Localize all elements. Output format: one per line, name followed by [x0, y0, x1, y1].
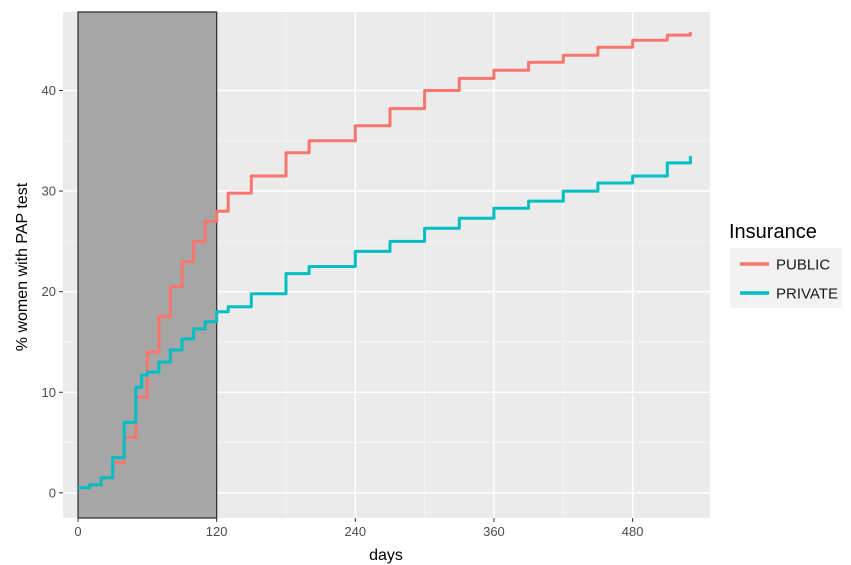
legend: Insurance PUBLIC PRIVATE [729, 221, 842, 308]
series-line-public [78, 32, 692, 490]
x-tick-label: 120 [206, 524, 228, 539]
series-line-private [78, 155, 692, 490]
legend-key-background [730, 248, 842, 308]
y-tick-label: 20 [42, 284, 56, 299]
legend-title: Insurance [729, 221, 817, 243]
legend-label-public: PUBLIC [776, 257, 830, 274]
x-axis-ticks: 0 120 240 360 480 [74, 518, 643, 539]
y-tick-label: 0 [49, 485, 56, 500]
y-tick-label: 10 [42, 385, 56, 400]
x-tick-label: 360 [483, 524, 505, 539]
y-axis-title: % women with PAP test [14, 182, 31, 351]
x-tick-label: 0 [74, 524, 81, 539]
shaded-region [77, 11, 218, 519]
y-axis-ticks: 0 10 20 30 40 [42, 83, 63, 500]
y-tick-label: 40 [42, 83, 56, 98]
y-tick-label: 30 [42, 184, 56, 199]
x-axis-title: days [369, 547, 403, 564]
x-tick-label: 480 [622, 524, 644, 539]
legend-label-private: PRIVATE [776, 286, 838, 303]
x-tick-label: 240 [344, 524, 366, 539]
series-lines [78, 32, 692, 490]
